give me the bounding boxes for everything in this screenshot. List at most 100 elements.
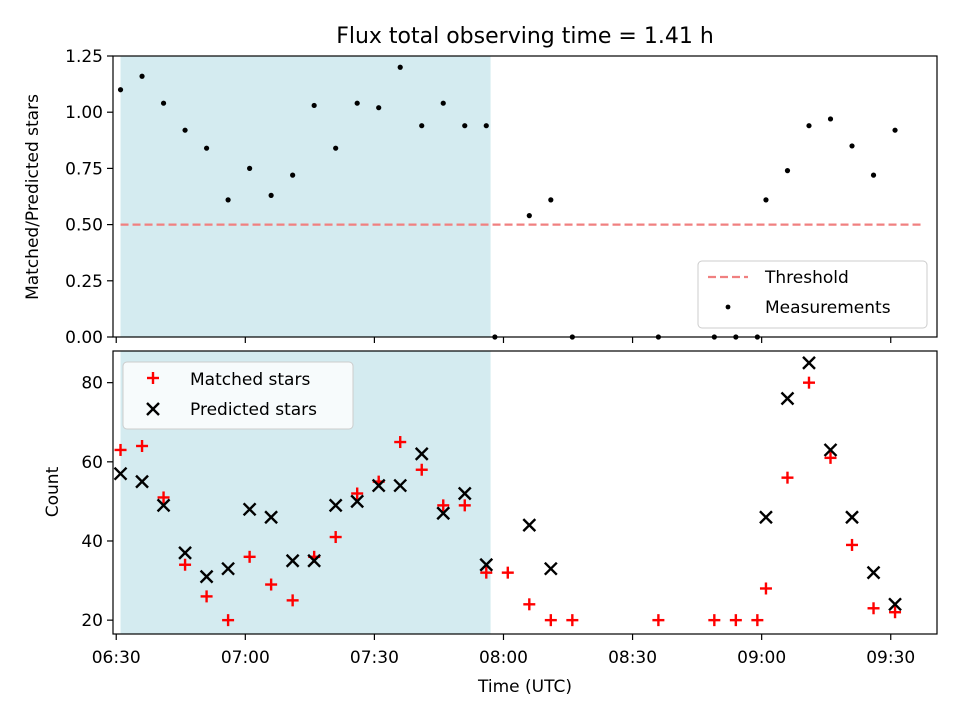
matched-point	[136, 439, 149, 452]
y-tick-label: 80	[81, 374, 103, 394]
predicted-point	[264, 510, 278, 525]
y-tick-label: 0.00	[65, 328, 103, 348]
x-axis-label: Time (UTC)	[477, 677, 572, 697]
measurement-point	[268, 192, 274, 198]
predicted-point-b	[543, 561, 558, 576]
measurement-point	[440, 100, 446, 106]
matched-point	[824, 451, 837, 464]
predicted-point-b	[242, 502, 257, 517]
matched-point	[286, 594, 299, 607]
matched-point	[458, 499, 471, 512]
count-legend: Matched stars Predicted stars	[122, 361, 354, 430]
predicted-point-b	[522, 518, 537, 533]
measurement-point	[203, 145, 210, 151]
ratio-x-axis	[115, 337, 892, 343]
matched-point	[437, 499, 450, 512]
predicted-point	[888, 597, 902, 612]
predicted-point	[543, 561, 558, 576]
legend-predicted-swatch	[146, 402, 160, 416]
matched-point	[415, 463, 428, 476]
measurement-point	[182, 127, 188, 133]
y-tick-label: 0.25	[65, 272, 103, 292]
measurement-point	[139, 73, 145, 79]
predicted-point	[479, 557, 494, 572]
predicted-point-b	[823, 443, 838, 457]
measurement-point	[784, 168, 791, 174]
predicted-point-b	[414, 447, 429, 461]
predicted-point-b	[113, 466, 128, 481]
y-tick-label: 60	[81, 453, 103, 473]
measurement-point	[225, 197, 231, 203]
measurement-point	[526, 213, 532, 219]
y-tick-label: 0.50	[65, 216, 103, 236]
measurement-point	[333, 145, 339, 151]
x-tick-label: 09:30	[866, 648, 915, 668]
matched-point	[351, 487, 364, 500]
measurement-point	[892, 127, 898, 133]
matched-point	[480, 566, 493, 579]
measurement-point	[827, 116, 834, 122]
measurement-point	[870, 172, 877, 178]
predicted-point	[414, 447, 429, 461]
x-tick-label: 07:00	[221, 648, 270, 668]
count-x-axis: 06:30 07:00 07:30 08:00 08:30 09:00 09:30	[92, 634, 915, 668]
predicted-point	[780, 391, 795, 406]
predicted-point-b	[199, 569, 214, 584]
measurement-point	[397, 64, 403, 70]
legend-threshold-label: Threshold	[764, 268, 849, 288]
predicted-point	[242, 502, 257, 517]
predicted-point	[307, 553, 322, 568]
predicted-point	[350, 494, 365, 509]
predicted-point-b	[350, 494, 365, 509]
predicted-point-b	[479, 557, 494, 572]
measurement-point	[419, 123, 425, 129]
matched-point	[157, 491, 170, 504]
predicted-point	[178, 546, 192, 560]
predicted-point-b	[135, 474, 149, 489]
measurement-point	[247, 165, 253, 171]
count-y-axis: 20 40 60 80	[81, 374, 113, 631]
measurement-point	[548, 197, 554, 203]
matched-point	[566, 614, 579, 627]
matched-point	[523, 598, 536, 611]
matched-point	[329, 531, 342, 544]
predicted-point-b	[221, 561, 235, 576]
ratio-shaded-region	[120, 56, 491, 337]
predicted-point-b	[393, 478, 408, 493]
predicted-point-b	[328, 498, 343, 513]
matched-point	[265, 578, 278, 591]
measurement-point	[763, 197, 769, 203]
predicted-point-b	[264, 510, 278, 525]
x-tick-label: 08:00	[479, 648, 528, 668]
predicted-point-b	[156, 498, 171, 513]
predicted-point	[328, 498, 343, 513]
ratio-plot-frame	[112, 55, 938, 338]
predicted-point	[113, 466, 128, 481]
predicted-point	[371, 478, 386, 493]
matched-point	[114, 443, 127, 456]
matched-point	[889, 606, 902, 619]
predicted-point-b	[307, 553, 322, 568]
matched-point	[179, 558, 192, 571]
predicted-point	[845, 510, 859, 525]
x-tick-label: 07:30	[350, 648, 399, 668]
measurement-point	[160, 100, 167, 106]
legend-matched-swatch	[147, 372, 159, 384]
matched-point	[802, 376, 815, 389]
matched-point	[729, 614, 742, 627]
matched-point	[759, 582, 772, 595]
matched-point	[222, 614, 235, 627]
predicted-point	[823, 443, 838, 457]
matched-point	[544, 614, 557, 627]
count-plot-frame	[112, 350, 938, 635]
legend-measurements-label: Measurements	[765, 298, 891, 318]
predicted-point	[199, 569, 214, 584]
measurement-point	[376, 105, 382, 111]
predicted-point	[135, 474, 149, 489]
predicted-point-b	[371, 478, 386, 493]
predicted-point-b	[178, 546, 192, 560]
matched-point	[781, 471, 794, 484]
predicted-point	[457, 486, 472, 501]
